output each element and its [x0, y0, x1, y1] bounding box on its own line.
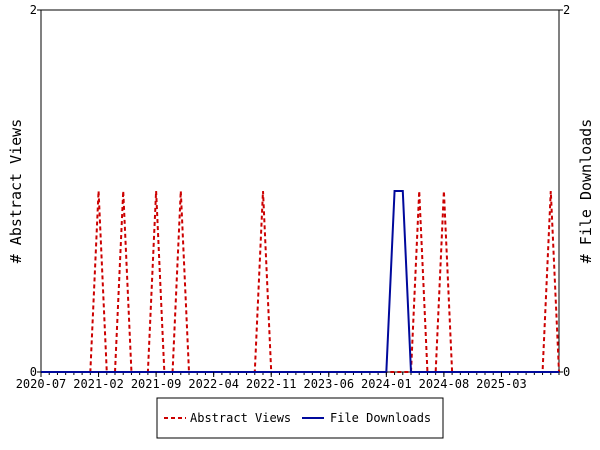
y-tick-label-right: 2 [563, 3, 570, 17]
legend: Abstract Views File Downloads [156, 397, 444, 439]
legend-label-abstract-views: Abstract Views [190, 411, 291, 425]
y-axes: 0 2 0 2 [30, 3, 570, 379]
x-tick-label: 2022-04 [188, 377, 239, 391]
x-tick-label: 2025-03 [476, 377, 527, 391]
legend-label-file-downloads: File Downloads [330, 411, 431, 425]
series-line-file-downloads [41, 190, 559, 373]
y-axis-label-left: # Abstract Views [7, 119, 25, 264]
y-tick-label-left: 2 [30, 3, 37, 17]
x-tick-label: 2023-06 [303, 377, 354, 391]
plot-area [40, 9, 560, 373]
y-tick-label-right: 0 [563, 365, 570, 379]
x-tick-label: 2021-09 [131, 377, 182, 391]
x-tick-label: 2022-11 [246, 377, 297, 391]
y-tick-label-left: 0 [30, 365, 37, 379]
series-layer [41, 190, 560, 373]
x-tick-label: 2024-01 [361, 377, 412, 391]
x-tick-label: 2021-02 [73, 377, 124, 391]
x-tick-label: 2020-07 [16, 377, 67, 391]
y-axis-label-right: # File Downloads [577, 119, 595, 264]
x-tick-label: 2024-08 [419, 377, 470, 391]
legend-box [156, 397, 444, 439]
x-axis: 2020-07 2021-02 2021-09 2022-04 2022-11 2023-… [16, 372, 527, 391]
